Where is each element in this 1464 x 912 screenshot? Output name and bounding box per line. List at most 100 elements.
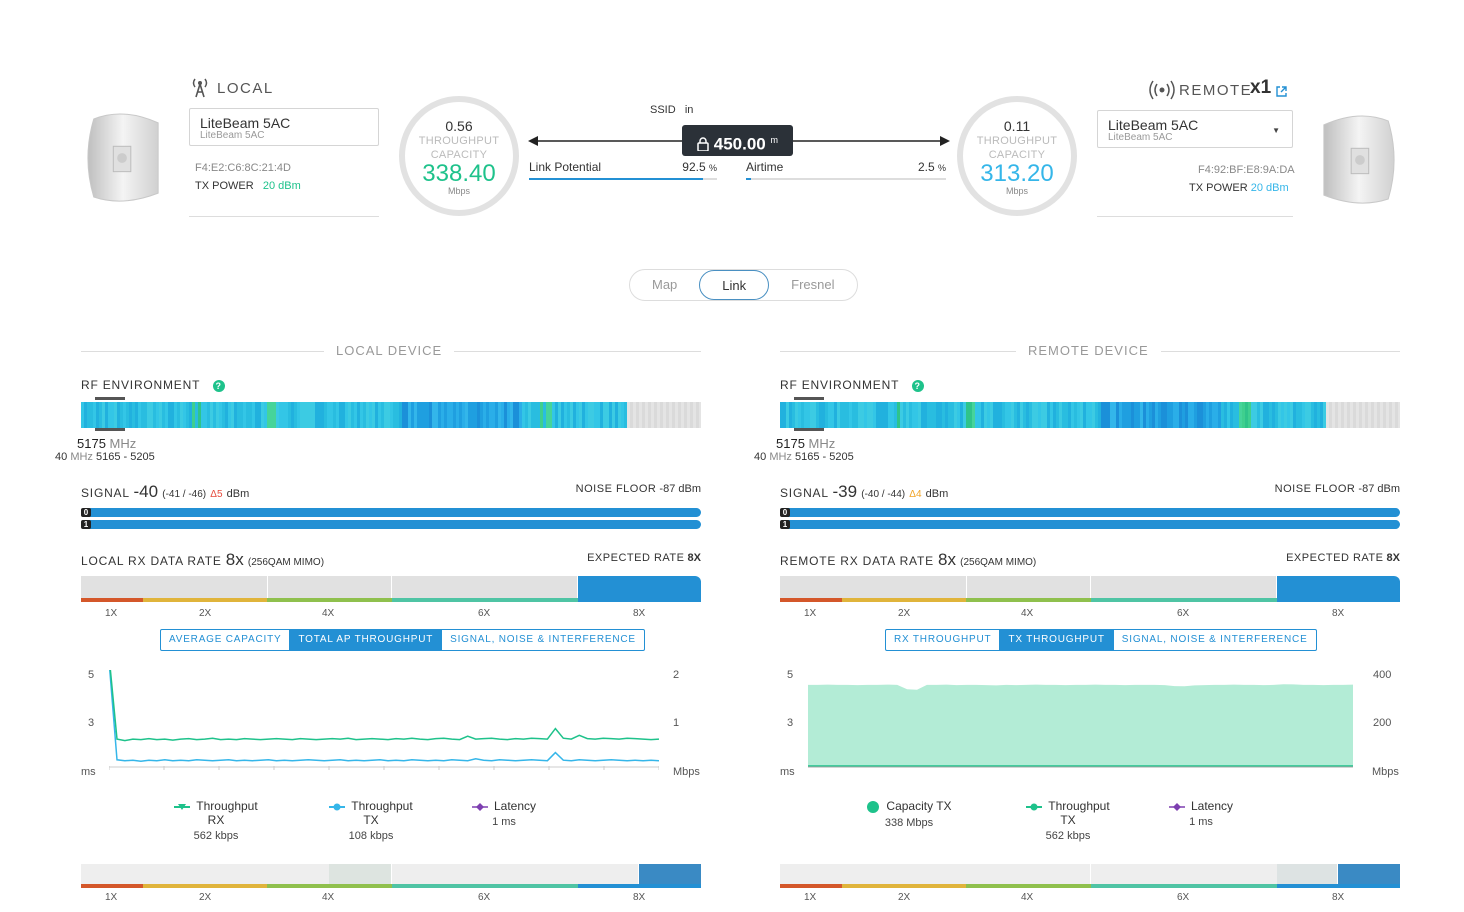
rf-stripe <box>990 402 993 428</box>
rf-stripe <box>1389 402 1392 428</box>
rf-stripe <box>1149 402 1152 428</box>
tab-signal-noise-interference[interactable]: SIGNAL, NOISE & INTERFERENCE <box>450 634 636 645</box>
remote-rf-spectrum[interactable] <box>780 402 1400 428</box>
rf-stripe <box>813 402 816 428</box>
remote-device-selector[interactable]: LiteBeam 5AC LiteBeam 5AC ▼ <box>1097 110 1293 148</box>
rf-stripe <box>1029 402 1032 428</box>
rf-stripe <box>417 402 420 428</box>
local-chain0-label: 0 <box>81 508 91 517</box>
rf-stripe <box>1188 402 1191 428</box>
rf-stripe <box>582 402 585 428</box>
rf-stripe <box>462 402 465 428</box>
remote-dish-image <box>1318 110 1398 215</box>
remote-legend-capacity[interactable]: Capacity TX 338 Mbps <box>864 799 954 829</box>
rf-stripe <box>1326 402 1329 428</box>
rf-stripe <box>840 402 843 428</box>
rf-stripe <box>390 402 393 428</box>
tab-map[interactable]: Map <box>652 277 678 292</box>
rf-stripe <box>1095 402 1098 428</box>
rf-stripe <box>864 402 867 428</box>
rf-stripe <box>678 402 681 428</box>
local-device-name: LiteBeam 5AC <box>200 115 291 131</box>
rf-stripe <box>1284 402 1287 428</box>
external-link-icon[interactable] <box>1276 84 1287 102</box>
rf-stripe <box>891 402 894 428</box>
rf-stripe <box>1353 402 1356 428</box>
tab-rx-throughput[interactable]: RX THROUGHPUT <box>886 630 1001 650</box>
rf-stripe <box>315 402 318 428</box>
rf-stripe <box>459 402 462 428</box>
remote-count: x1 <box>1250 77 1272 98</box>
rf-stripe <box>852 402 855 428</box>
local-legend-rx[interactable]: Throughput RX 562 kbps <box>171 799 261 842</box>
rf-stripe <box>699 402 701 428</box>
help-icon[interactable]: ? <box>911 380 924 392</box>
rf-stripe <box>939 402 942 428</box>
rf-stripe <box>1191 402 1194 428</box>
rf-stripe <box>531 402 534 428</box>
rf-stripe <box>1329 402 1332 428</box>
remote-signal-icon <box>1148 80 1176 105</box>
rf-stripe <box>945 402 948 428</box>
rf-stripe <box>489 402 492 428</box>
tab-tx-throughput[interactable]: TX THROUGHPUT <box>1000 630 1114 650</box>
rf-stripe <box>1164 402 1167 428</box>
remote-signal-delta: Δ4 <box>909 489 922 500</box>
rf-stripe <box>1359 402 1362 428</box>
rf-stripe <box>828 402 831 428</box>
tab-fresnel[interactable]: Fresnel <box>791 277 835 292</box>
rf-stripe <box>564 402 567 428</box>
rf-stripe <box>1200 402 1203 428</box>
rf-stripe <box>240 402 243 428</box>
rf-stripe <box>114 402 117 428</box>
rf-stripe <box>1146 402 1149 428</box>
rf-stripe <box>675 402 678 428</box>
rf-stripe <box>624 402 627 428</box>
rf-stripe <box>819 402 822 428</box>
rf-stripe <box>414 402 417 428</box>
rf-stripe <box>924 402 927 428</box>
tab-signal-noise-interference[interactable]: SIGNAL, NOISE & INTERFERENCE <box>1121 634 1308 645</box>
rf-stripe <box>903 402 906 428</box>
rf-stripe <box>165 402 168 428</box>
local-rf-spectrum[interactable] <box>81 402 701 428</box>
local-throughput-chart <box>109 670 659 770</box>
rf-stripe <box>930 402 933 428</box>
tab-total-ap-throughput[interactable]: TOTAL AP THROUGHPUT <box>290 630 443 650</box>
rf-stripe <box>447 402 450 428</box>
local-gauge-unit: Mbps <box>447 186 470 196</box>
rf-stripe <box>441 402 444 428</box>
rf-stripe <box>1242 402 1245 428</box>
local-legend-latency[interactable]: Latency 1 ms <box>469 799 539 828</box>
local-device-selector[interactable]: LiteBeam 5AC LiteBeam 5AC <box>189 108 379 146</box>
link-potential: Link Potential 92.5 % <box>529 160 717 174</box>
local-legend-tx[interactable]: Throughput TX 108 kbps <box>321 799 421 842</box>
rf-stripe <box>342 402 345 428</box>
rf-stripe <box>237 402 240 428</box>
rf-stripe <box>918 402 921 428</box>
tab-average-capacity[interactable]: AVERAGE CAPACITY <box>161 630 291 650</box>
rf-stripe <box>1260 402 1263 428</box>
distance-badge: 450.00 m <box>682 125 793 156</box>
help-icon[interactable]: ? <box>212 380 225 392</box>
rf-stripe <box>543 402 546 428</box>
rf-stripe <box>915 402 918 428</box>
remote-gauge-top: 0.11 <box>1003 118 1031 134</box>
remote-header-label: REMOTE <box>1179 82 1253 99</box>
rf-stripe <box>1080 402 1083 428</box>
rf-stripe <box>351 402 354 428</box>
remote-legend-latency[interactable]: Latency 1 ms <box>1166 799 1236 828</box>
rf-stripe <box>798 402 801 428</box>
rf-stripe <box>1212 402 1215 428</box>
rf-stripe <box>1338 402 1341 428</box>
rf-stripe <box>297 402 300 428</box>
local-rx-value: 8x <box>225 550 244 569</box>
rf-stripe <box>882 402 885 428</box>
tab-link[interactable]: Link <box>699 270 770 300</box>
rf-stripe <box>510 402 513 428</box>
remote-legend-tx[interactable]: Throughput TX 562 kbps <box>1018 799 1118 842</box>
rf-stripe <box>822 402 825 428</box>
rf-stripe <box>141 402 144 428</box>
remote-throughput-chart <box>808 684 1353 768</box>
remote-gauge-unit: Mbps <box>1005 186 1028 196</box>
